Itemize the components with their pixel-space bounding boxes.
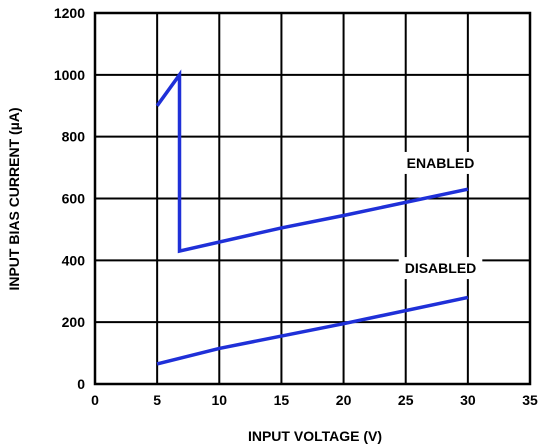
annotation-background xyxy=(400,151,481,174)
x-tick-label: 5 xyxy=(153,392,161,408)
y-axis-title: INPUT BIAS CURRENT (µA) xyxy=(6,107,22,290)
annotation-label: ENABLED xyxy=(407,155,475,171)
plot-frame xyxy=(93,11,532,386)
y-tick-label: 800 xyxy=(62,129,86,145)
x-tick-label: 15 xyxy=(274,392,290,408)
x-tick-label: 20 xyxy=(336,392,352,408)
y-tick-labels: 0 200 400 600 800 1000 1200 xyxy=(54,5,85,392)
series-line-2 xyxy=(156,295,469,366)
y-tick-label: 200 xyxy=(62,314,86,330)
y-tick-label: 1000 xyxy=(54,67,85,83)
annotation-label: DISABLED xyxy=(405,260,477,276)
annotation-background xyxy=(398,257,483,280)
plot-border xyxy=(93,11,532,386)
x-tick-label: 35 xyxy=(522,392,538,408)
x-tick-label: 0 xyxy=(91,392,99,408)
x-axis-title: INPUT VOLTAGE (V) xyxy=(248,428,382,444)
y-tick-label: 0 xyxy=(77,376,85,392)
y-tick-label: 600 xyxy=(62,191,86,207)
y-tick-label: 400 xyxy=(62,252,86,268)
x-tick-label: 25 xyxy=(398,392,414,408)
annotations: ENABLED DISABLED xyxy=(398,151,483,280)
annotation-enabled: ENABLED xyxy=(400,151,481,174)
x-tick-label: 10 xyxy=(211,392,227,408)
x-tick-label: 30 xyxy=(460,392,476,408)
grid-lines xyxy=(95,13,530,384)
series-line-1 xyxy=(155,69,469,254)
annotation-disabled: DISABLED xyxy=(398,257,483,280)
y-tick-label: 1200 xyxy=(54,5,85,21)
x-tick-labels: 0 5 10 15 20 25 30 35 xyxy=(91,392,538,408)
series-lines xyxy=(155,69,469,366)
